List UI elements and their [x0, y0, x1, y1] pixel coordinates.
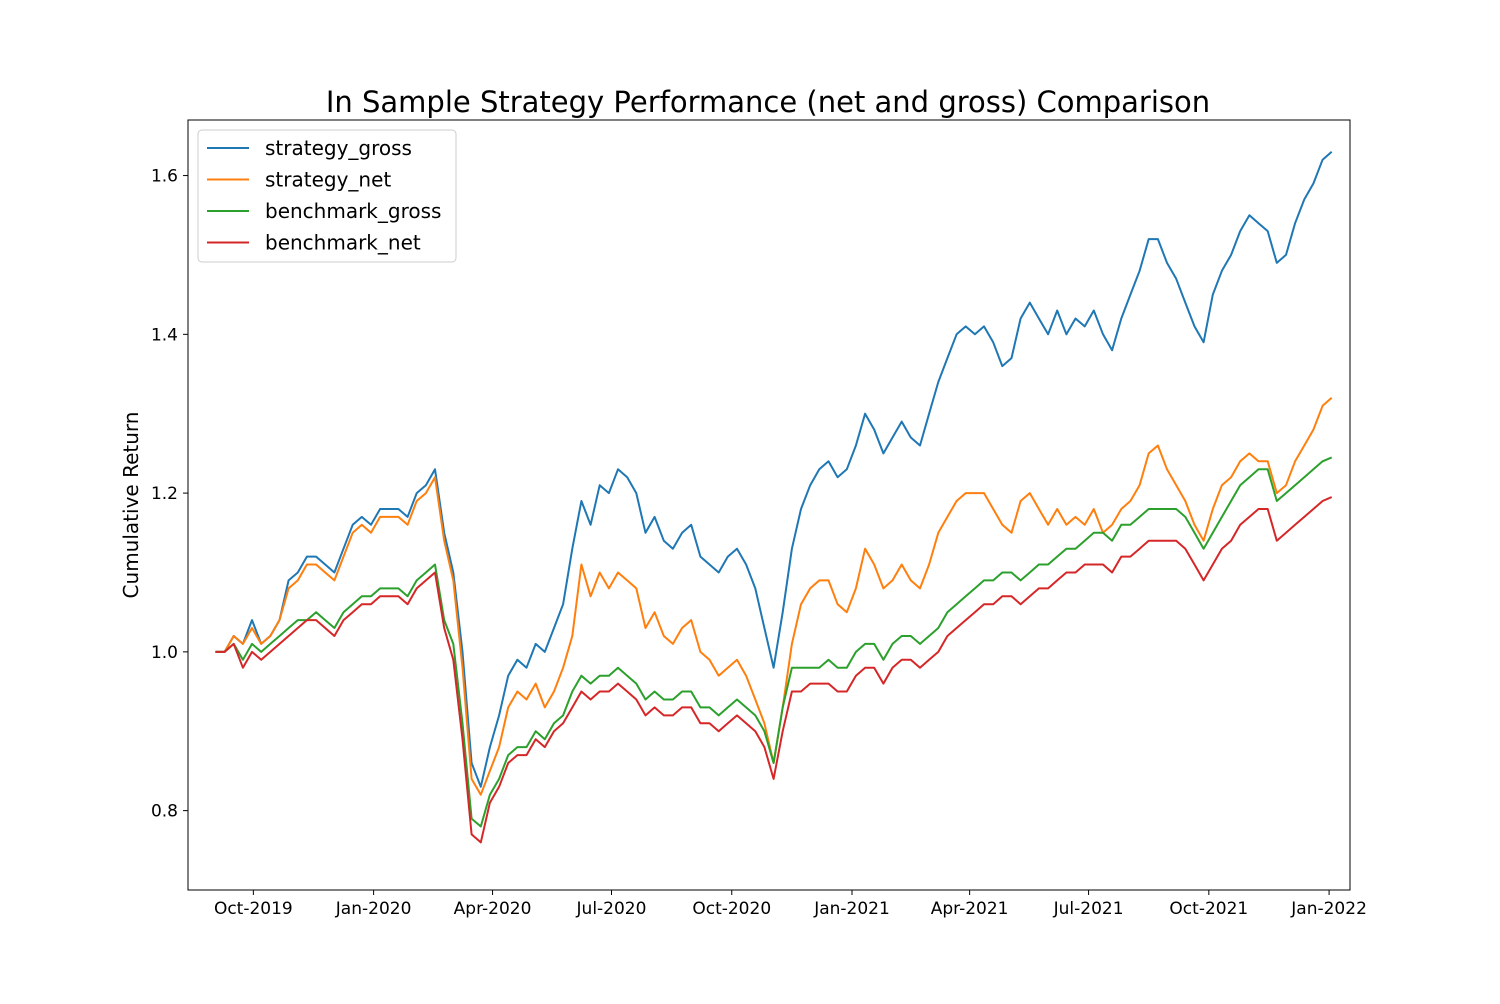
legend-label: benchmark_gross: [265, 199, 441, 223]
x-tick-label: Jan-2022: [1290, 899, 1367, 919]
x-tick-label: Apr-2021: [931, 899, 1009, 919]
x-tick-label: Oct-2020: [692, 899, 771, 919]
series-line-strategy-gross: [215, 151, 1333, 788]
x-axis: Oct-2019 Jan-2020 Apr-2020 Jul-2020 Oct-2020…: [214, 890, 1367, 919]
y-tick-label: 1.6: [151, 167, 178, 187]
legend-box: [197, 129, 457, 263]
x-tick-label: Jan-2020: [335, 899, 412, 919]
y-axis: 0.8 1.0 1.2 1.4 1.6: [151, 167, 188, 822]
y-axis-title: Cumulative Return: [119, 412, 143, 599]
series-line-benchmark-net: [215, 496, 1333, 844]
legend-label: benchmark_net: [265, 231, 421, 255]
legend: strategy_gross strategy_net benchmark_gros…: [197, 129, 457, 263]
x-tick-label: Jul-2020: [576, 899, 647, 919]
x-tick-label: Oct-2019: [214, 899, 293, 919]
chart-title: In Sample Strategy Performance (net and …: [326, 85, 1210, 119]
y-tick-label: 1.0: [151, 643, 178, 663]
y-tick-label: 1.4: [151, 325, 178, 345]
x-tick-label: Jan-2021: [813, 899, 890, 919]
plot-frame: [187, 119, 1351, 891]
series-line-benchmark-gross: [215, 456, 1333, 828]
x-tick-label: Oct-2021: [1169, 899, 1248, 919]
x-tick-label: Jul-2021: [1053, 899, 1124, 919]
x-tick-label: Apr-2020: [454, 899, 532, 919]
series-layer: [215, 151, 1333, 844]
y-tick-label: 1.2: [151, 484, 178, 504]
y-tick-label: 0.8: [151, 802, 178, 822]
legend-label: strategy_gross: [265, 136, 412, 160]
legend-label: strategy_net: [265, 168, 391, 192]
